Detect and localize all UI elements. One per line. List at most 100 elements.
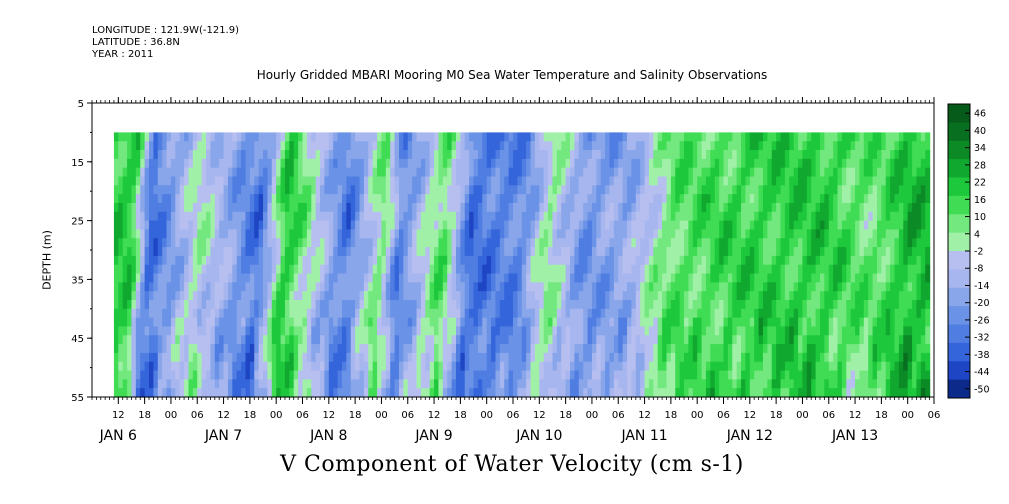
- heatmap-cell: [341, 291, 347, 301]
- heatmap-cell: [486, 335, 492, 345]
- heatmap-cell: [508, 202, 514, 213]
- heatmap-cell: [179, 352, 185, 363]
- heatmap-cell: [552, 344, 558, 354]
- heatmap-cell: [258, 299, 264, 310]
- heatmap-cell: [315, 229, 321, 239]
- heatmap-cell: [390, 326, 396, 336]
- heatmap-cell: [736, 335, 742, 345]
- heatmap-cell: [390, 291, 396, 301]
- heatmap-cell: [657, 150, 663, 160]
- heatmap-cell: [412, 335, 418, 345]
- heatmap-cell: [455, 370, 461, 380]
- heatmap-cell: [473, 150, 479, 160]
- heatmap-cell: [464, 194, 470, 204]
- heatmap-cell: [306, 211, 312, 222]
- heatmap-cell: [732, 194, 738, 204]
- heatmap-cell: [337, 317, 343, 328]
- heatmap-cell: [819, 299, 825, 310]
- heatmap-cell: [420, 370, 426, 380]
- heatmap-cell: [552, 282, 558, 292]
- heatmap-cell: [464, 326, 470, 336]
- heatmap-cell: [657, 194, 663, 204]
- heatmap-cell: [214, 344, 220, 354]
- heatmap-cell: [153, 388, 159, 398]
- heatmap-cell: [175, 388, 181, 398]
- heatmap-cell: [267, 247, 273, 257]
- heatmap-cell: [762, 247, 768, 257]
- heatmap-cell: [311, 352, 317, 363]
- heatmap-cell: [241, 238, 247, 248]
- heatmap-cell: [741, 141, 747, 151]
- heatmap-cell: [149, 211, 154, 222]
- heatmap-cell: [548, 370, 554, 380]
- heatmap-cell: [412, 379, 418, 389]
- heatmap-cell: [513, 273, 518, 283]
- heatmap-cell: [504, 167, 510, 178]
- heatmap-cell: [605, 158, 611, 169]
- heatmap-cell: [434, 255, 440, 266]
- heatmap-cell: [793, 238, 799, 248]
- heatmap-cell: [157, 158, 163, 169]
- heatmap-cell: [486, 344, 492, 354]
- heatmap-cell: [394, 238, 400, 248]
- heatmap-cell: [140, 326, 146, 336]
- heatmap-cell: [727, 167, 733, 178]
- heatmap-cell: [644, 132, 650, 142]
- heatmap-cell: [758, 194, 764, 204]
- heatmap-cell: [241, 264, 247, 275]
- heatmap-cell: [837, 344, 843, 354]
- heatmap-cell: [289, 335, 295, 345]
- heatmap-cell: [227, 361, 233, 372]
- heatmap-cell: [289, 211, 295, 222]
- heatmap-cell: [675, 273, 681, 283]
- heatmap-cell: [578, 167, 584, 178]
- heatmap-cell: [372, 158, 378, 169]
- heatmap-cell: [600, 299, 606, 310]
- heatmap-cell: [306, 141, 312, 151]
- heatmap-cell: [403, 299, 409, 310]
- heatmap-cell: [521, 370, 527, 380]
- heatmap-cell: [241, 220, 247, 231]
- heatmap-cell: [732, 211, 738, 222]
- heatmap-cell: [675, 299, 681, 310]
- heatmap-cell: [284, 247, 290, 257]
- heatmap-cell: [223, 264, 229, 275]
- heatmap-cell: [359, 326, 365, 336]
- heatmap-cell: [521, 352, 527, 363]
- heatmap-cell: [556, 344, 562, 354]
- heatmap-cell: [767, 132, 773, 142]
- heatmap-cell: [258, 132, 264, 142]
- heatmap-cell: [442, 388, 448, 398]
- heatmap-cell: [815, 255, 821, 266]
- heatmap-cell: [118, 344, 124, 354]
- heatmap-cell: [811, 185, 817, 195]
- heatmap-cell: [438, 220, 444, 231]
- heatmap-cell: [390, 202, 396, 213]
- heatmap-cell: [122, 141, 128, 151]
- heatmap-cell: [315, 158, 321, 169]
- heatmap-cell: [504, 291, 510, 301]
- heatmap-cell: [776, 326, 782, 336]
- heatmap-cell: [591, 308, 597, 319]
- heatmap-cell: [407, 150, 413, 160]
- heatmap-cell: [153, 167, 159, 178]
- heatmap-cell: [302, 308, 308, 319]
- heatmap-cell: [241, 299, 247, 310]
- heatmap-cell: [802, 194, 808, 204]
- heatmap-cell: [118, 264, 124, 275]
- heatmap-cell: [806, 150, 812, 160]
- heatmap-cell: [534, 370, 540, 380]
- heatmap-cell: [741, 379, 747, 389]
- heatmap-cell: [328, 379, 334, 389]
- heatmap-cell: [350, 167, 356, 178]
- heatmap-cell: [798, 132, 804, 142]
- heatmap-cell: [758, 335, 764, 345]
- heatmap-cell: [477, 299, 483, 310]
- heatmap-cell: [679, 255, 685, 266]
- heatmap-cell: [293, 194, 299, 204]
- heatmap-cell: [670, 194, 676, 204]
- heatmap-cell: [280, 299, 286, 310]
- heatmap-cell: [648, 158, 654, 169]
- heatmap-cell: [741, 158, 747, 169]
- heatmap-cell: [346, 220, 352, 231]
